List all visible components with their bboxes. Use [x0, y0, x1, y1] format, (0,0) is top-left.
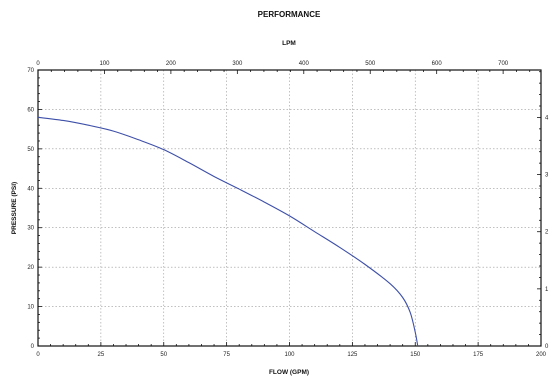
- x-tick-label: 175: [473, 352, 484, 358]
- x-tick-label: 125: [347, 352, 358, 358]
- x2-tick-label: 400: [299, 61, 310, 67]
- y-tick-label: 60: [27, 107, 34, 113]
- tick-marks: [37, 69, 542, 347]
- x2-tick-label: 500: [365, 61, 376, 67]
- x2-tick-label: 600: [432, 61, 443, 67]
- y-tick-label: 70: [27, 68, 34, 74]
- x-tick-label: 50: [160, 352, 167, 358]
- y2-tick-label: 1: [545, 287, 549, 293]
- x2-axis-title: LPM: [282, 40, 296, 47]
- y-tick-label: 30: [27, 226, 34, 232]
- y2-tick-label: 0: [545, 344, 549, 350]
- y-tick-label: 40: [27, 186, 34, 192]
- x-tick-label: 0: [36, 352, 40, 358]
- y2-tick-label: 2: [545, 230, 549, 236]
- y-tick-label: 10: [27, 305, 34, 311]
- y-tick-label: 20: [27, 265, 34, 271]
- y-tick-label: 50: [27, 147, 34, 153]
- y-axis-title: PRESSURE (PSI): [11, 182, 18, 234]
- x-tick-label: 75: [223, 352, 230, 358]
- x-axis-title: FLOW (GPM): [269, 369, 309, 376]
- x2-tick-label: 0: [36, 61, 40, 67]
- y-tick-label: 0: [31, 344, 35, 350]
- x-tick-label: 150: [410, 352, 421, 358]
- x2-tick-label: 200: [166, 61, 177, 67]
- x-tick-label: 200: [536, 352, 547, 358]
- grid-lines: [38, 70, 541, 346]
- y2-tick-label: 3: [545, 173, 549, 179]
- x2-tick-label: 100: [99, 61, 110, 67]
- performance-curve: [37, 116, 419, 347]
- x-tick-label: 100: [284, 352, 295, 358]
- x2-tick-label: 300: [232, 61, 243, 67]
- series-layer: [37, 116, 419, 347]
- y2-tick-label: 4: [545, 115, 549, 121]
- chart-title: PERFORMANCE: [258, 10, 321, 19]
- x2-tick-label: 700: [498, 61, 509, 67]
- x-tick-label: 25: [98, 352, 105, 358]
